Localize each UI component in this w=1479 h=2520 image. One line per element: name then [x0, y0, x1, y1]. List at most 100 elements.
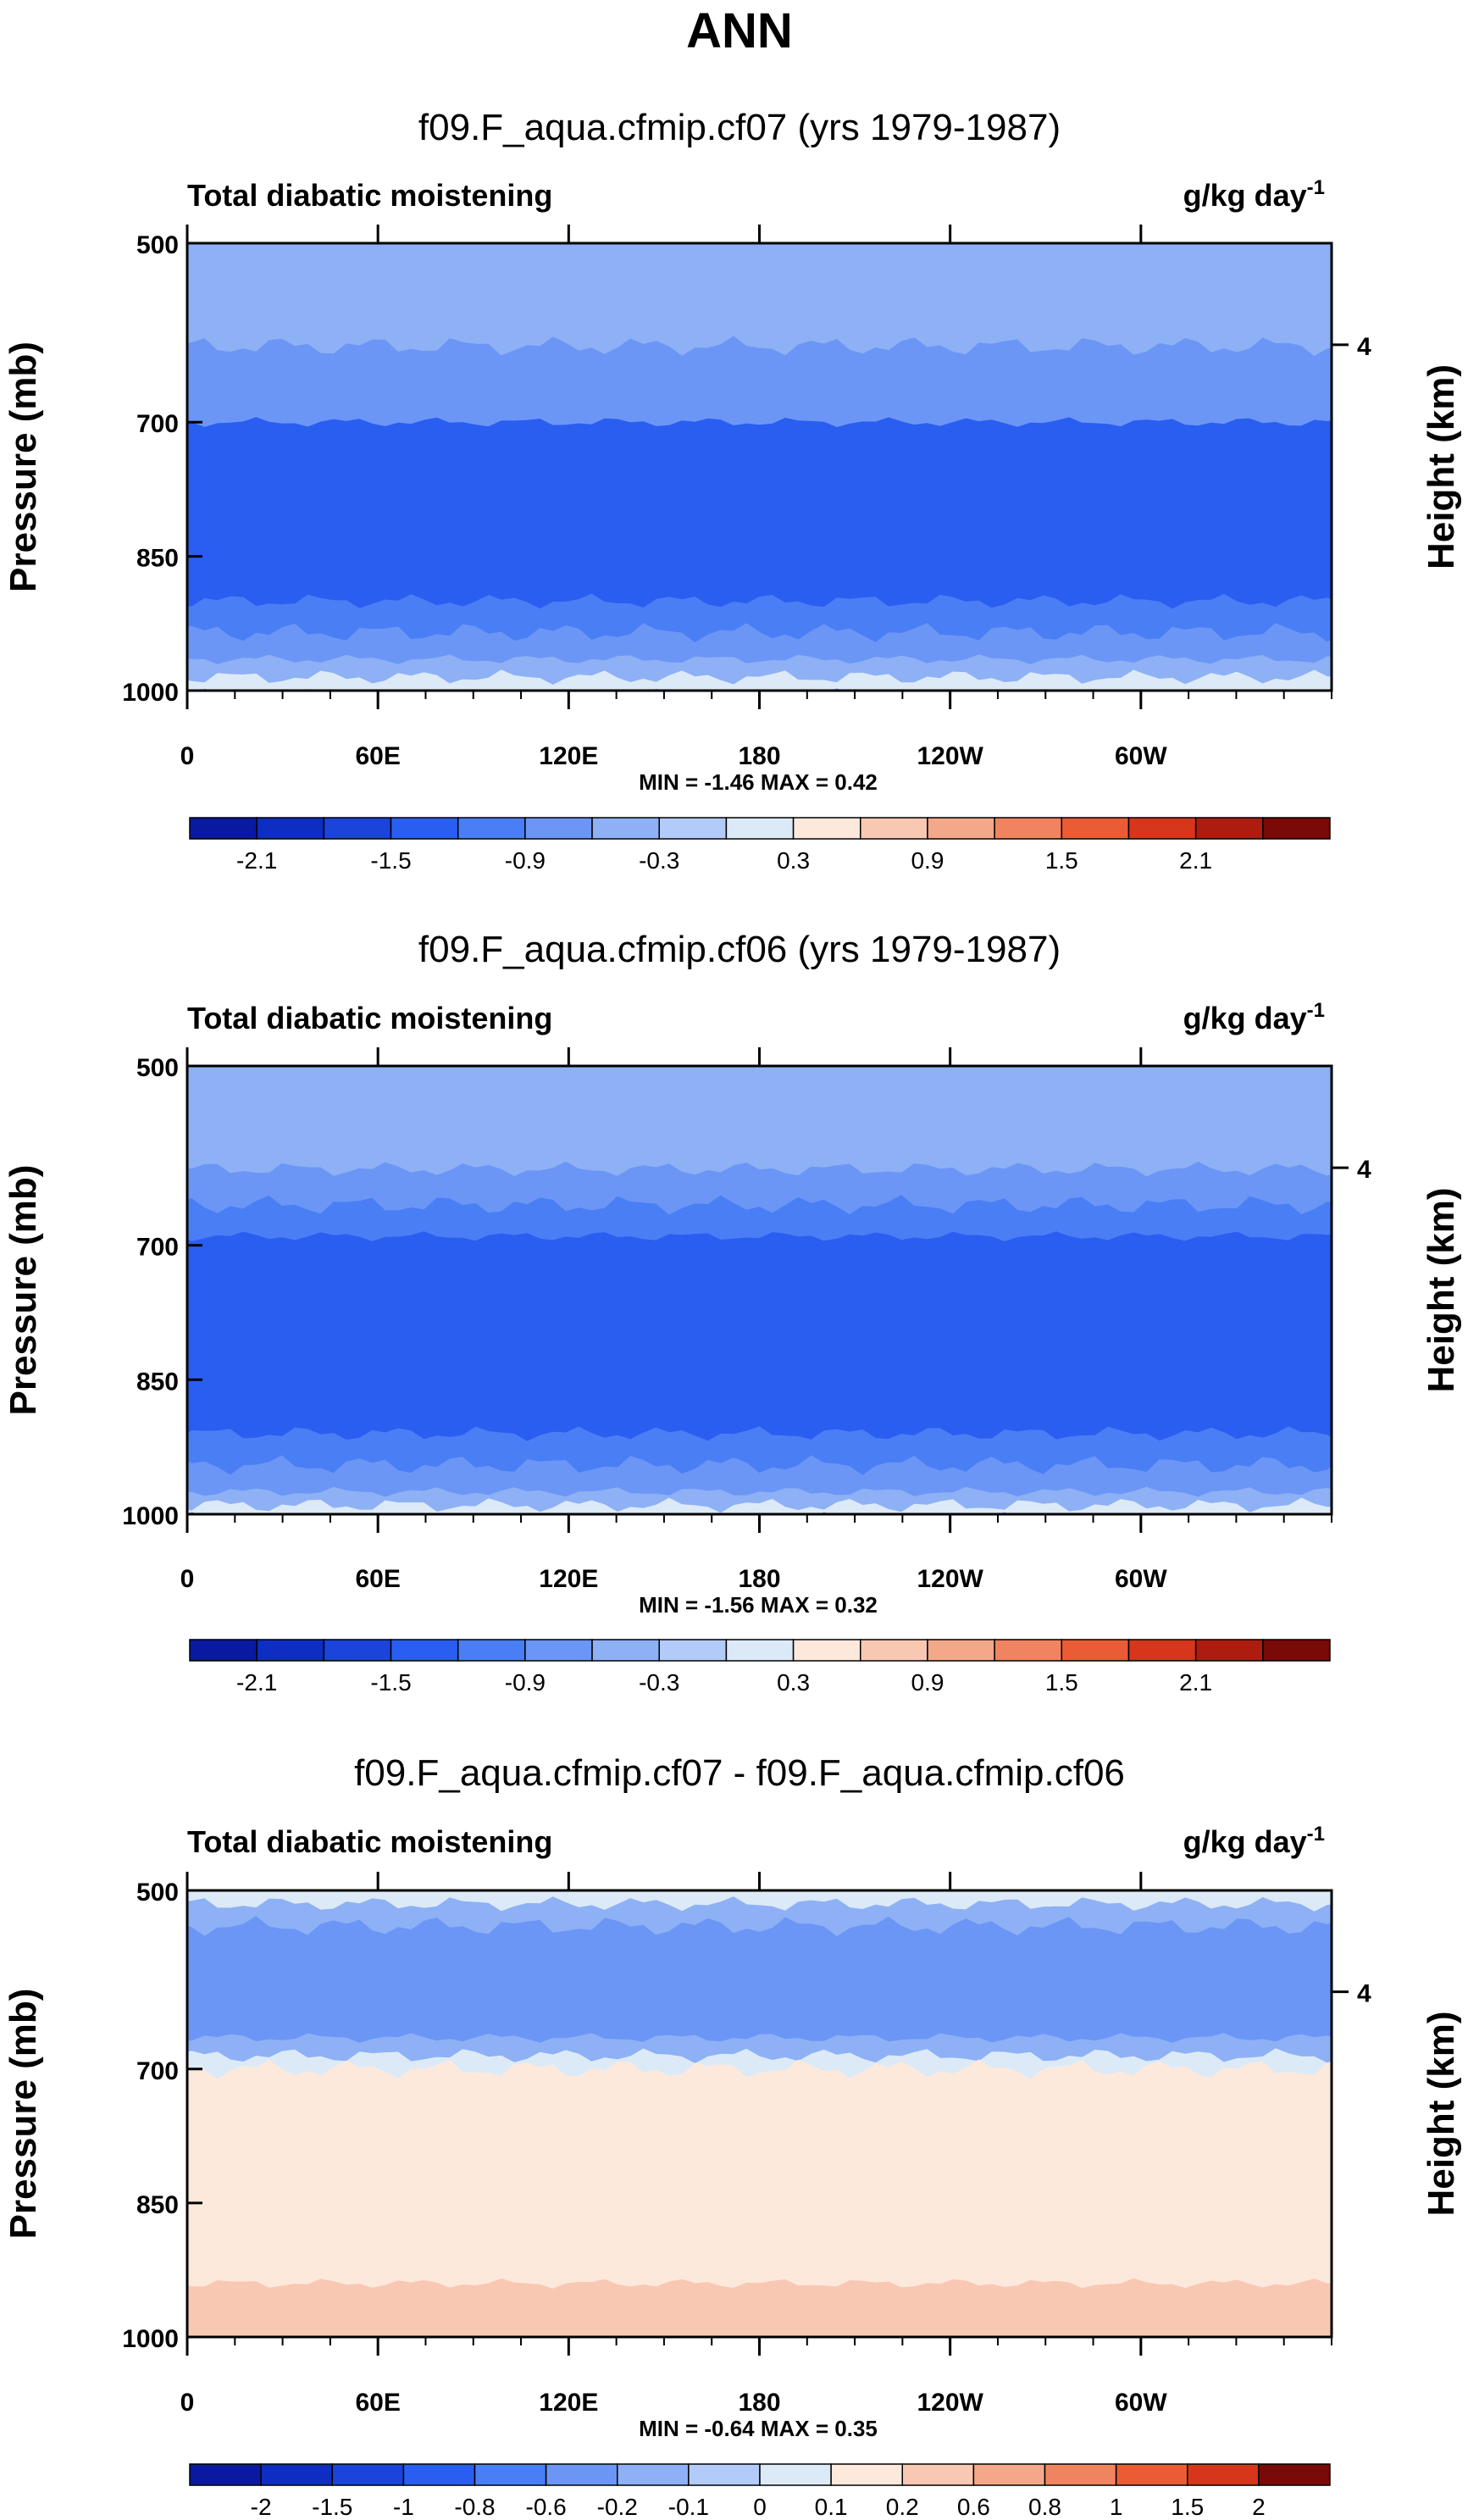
variable-label: Total diabatic moistening [187, 178, 552, 213]
colorbar-label: -0.9 [505, 847, 546, 874]
x-tick-label: 60E [355, 1565, 400, 1593]
units-sup: -1 [1307, 1823, 1325, 1846]
colorbar-swatch [1194, 817, 1264, 840]
units-base: g/kg day [1183, 178, 1307, 213]
colorbar-swatch [1127, 817, 1197, 840]
y-axis-label: Pressure (mb) [3, 341, 44, 592]
colorbar-swatch [860, 817, 928, 840]
colorbar-swatch [830, 2463, 903, 2486]
y2-axis-label: Height (km) [1421, 2012, 1462, 2217]
colorbar-label: 0.9 [911, 1669, 944, 1696]
colorbar-swatch [725, 817, 795, 840]
y2-tick-label: 4 [1357, 1156, 1371, 1184]
colorbar-swatch [1187, 2463, 1260, 2486]
x-tick-label: 0 [180, 1565, 195, 1593]
variable-label: Total diabatic moistening [187, 1824, 552, 1859]
contour-field [187, 243, 1332, 691]
colorbar-swatch [972, 2463, 1046, 2486]
y-axis-label: Pressure (mb) [3, 1989, 44, 2240]
colorbar: -2.1 -1.5 -0.9 -0.3 0.3 0.9 1.5 2.1 [189, 817, 1331, 874]
colorbar-label: -1.5 [370, 847, 411, 874]
x-tick-label: 60W [1115, 2389, 1167, 2417]
colorbar-label: 2.1 [1179, 1669, 1212, 1696]
y-tick-label: 500 [136, 1879, 179, 1907]
colorbar-swatch [331, 2463, 405, 2486]
colorbar-label: 1 [1110, 2494, 1123, 2520]
colorbar-label: 0.2 [886, 2494, 919, 2520]
y-axis-label: Pressure (mb) [3, 1165, 44, 1416]
colorbar-label: -0.1 [668, 2494, 709, 2520]
y-tick-label: 1000 [122, 679, 179, 707]
contour-band [187, 669, 1332, 691]
colorbar-label: -0.3 [639, 847, 679, 874]
colorbar-swatch [759, 2463, 832, 2486]
variable-label: Total diabatic moistening [187, 1001, 552, 1035]
colorbar-swatch [457, 817, 526, 840]
colorbar-swatch [524, 1639, 593, 1662]
y-tick-label: 500 [136, 231, 179, 259]
colorbar-label: -0.8 [454, 2494, 495, 2520]
colorbar-swatch [927, 817, 995, 840]
y-tick-label: 1000 [122, 2325, 179, 2353]
x-tick-label: 60W [1115, 1565, 1167, 1593]
y-tick-label: 700 [136, 1234, 179, 1262]
x-tick-label: 120W [917, 742, 983, 770]
colorbar-swatch [688, 2463, 761, 2486]
colorbar-swatch [792, 1639, 861, 1662]
x-tick-label: 120E [539, 1565, 598, 1593]
colorbar-label: 2 [1252, 2494, 1266, 2520]
contour-field [187, 1066, 1332, 1514]
panel-1: f09.F_aqua.cfmip.cf07 (yrs 1979-1987) Tot… [3, 107, 1462, 874]
colorbar-swatch [725, 1639, 795, 1662]
units-base: g/kg day [1183, 1001, 1307, 1035]
y2-axis-label: Height (km) [1421, 1188, 1462, 1393]
figure-title: ANN [686, 3, 793, 58]
colorbar-swatch [545, 2463, 618, 2486]
y-tick-label: 1000 [122, 1502, 179, 1530]
colorbar-label: 0.8 [1028, 2494, 1061, 2520]
colorbar-label: 0.9 [911, 847, 944, 874]
x-tick-label: 120E [539, 2389, 598, 2417]
colorbar-swatch [474, 2463, 547, 2486]
colorbar-swatch [901, 2463, 975, 2486]
panel-title: f09.F_aqua.cfmip.cf07 - f09.F_aqua.cfmip… [354, 1752, 1125, 1794]
min-max-stats: MIN = -1.56 MAX = 0.32 [639, 1592, 878, 1618]
colorbar-swatch [323, 1639, 392, 1662]
x-tick-label: 180 [738, 1565, 780, 1593]
colorbar-label: -0.6 [526, 2494, 567, 2520]
units-label: g/kg day-1 [1183, 999, 1325, 1035]
colorbar-swatch [260, 2463, 333, 2486]
colorbar-label: 1.5 [1171, 2494, 1204, 2520]
x-tick-label: 60W [1115, 742, 1167, 770]
x-tick-label: 120W [917, 2389, 983, 2417]
colorbar-swatch [390, 817, 459, 840]
colorbar-swatch [1262, 817, 1331, 840]
colorbar-label: 0.6 [957, 2494, 990, 2520]
colorbar-label: 0.3 [777, 1669, 810, 1696]
colorbar-swatch [860, 1639, 928, 1662]
y-tick-label: 500 [136, 1054, 179, 1082]
contour-band [187, 1426, 1332, 1478]
colorbar-swatch [1262, 1639, 1331, 1662]
colorbar-swatch [256, 817, 325, 840]
y-tick-label: 850 [136, 1368, 179, 1396]
x-tick-label: 0 [180, 2389, 195, 2417]
y-tick-label: 850 [136, 545, 179, 573]
y2-tick-label: 4 [1357, 333, 1371, 361]
units-base: g/kg day [1183, 1824, 1307, 1859]
colorbar-swatch [390, 1639, 459, 1662]
contour-field [187, 1890, 1332, 2337]
y2-axis-label: Height (km) [1421, 364, 1462, 569]
min-max-stats: MIN = -0.64 MAX = 0.35 [639, 2416, 878, 2441]
colorbar-swatch [256, 1639, 325, 1662]
colorbar-label: -1 [393, 2494, 414, 2520]
panel-2: f09.F_aqua.cfmip.cf06 (yrs 1979-1987) Tot… [3, 929, 1462, 1696]
contour-band [187, 1916, 1332, 2053]
colorbar-swatch [792, 817, 861, 840]
colorbar-label: -0.9 [505, 1669, 546, 1696]
colorbar-swatch [524, 817, 593, 840]
colorbar-swatch [658, 1639, 728, 1662]
colorbar-label: -0.3 [639, 1669, 679, 1696]
contour-band [187, 2278, 1332, 2337]
colorbar-label: 0 [753, 2494, 767, 2520]
